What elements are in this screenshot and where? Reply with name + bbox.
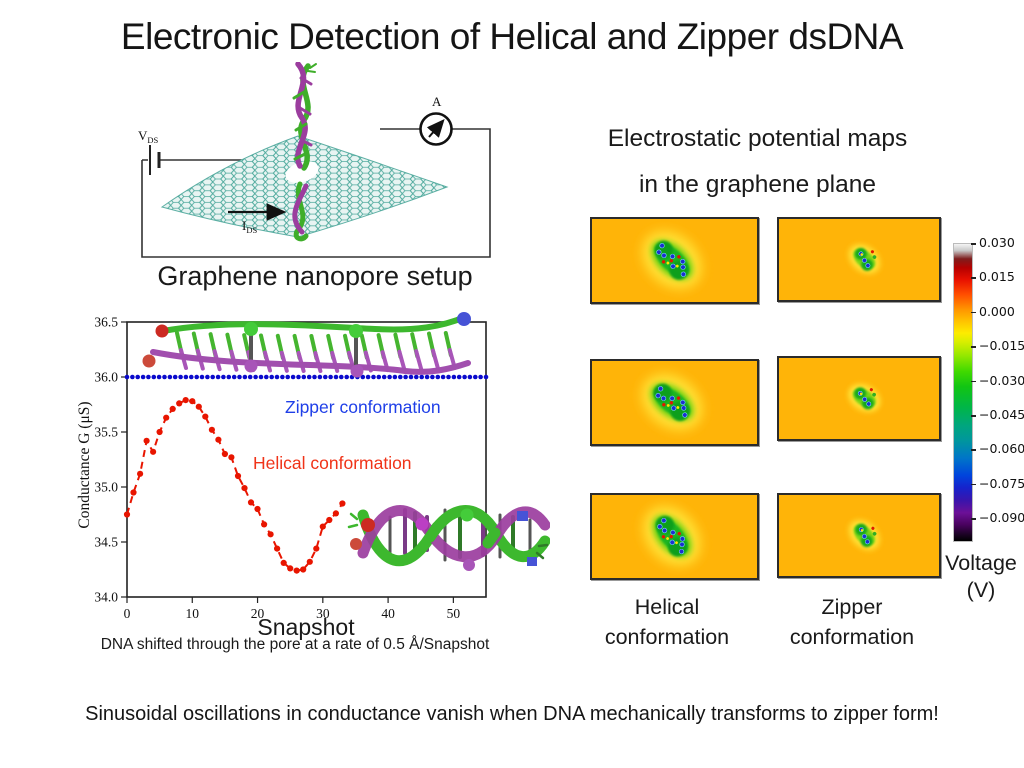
nanopore [285, 161, 319, 183]
svg-text:0: 0 [124, 606, 131, 621]
maps-title: Electrostatic potential maps in the grap… [607, 125, 908, 198]
colorbar-tick [971, 311, 976, 314]
colorbar-tick [971, 277, 976, 279]
svg-text:10: 10 [186, 606, 200, 621]
colorbar-tick-value: −0.075 [979, 475, 1024, 491]
helical-dna-illustration [347, 505, 550, 571]
potential-map-art [592, 361, 757, 444]
potential-map-art [779, 358, 939, 439]
ammeter-label: A [432, 94, 442, 109]
ids-label: IDS [242, 218, 257, 235]
potential-blob [848, 244, 881, 274]
battery-symbol [149, 145, 161, 175]
conclusion-note: Sinusoidal oscillations in conductance v… [85, 703, 939, 725]
potential-blob [641, 373, 703, 431]
chart-caption: DNA shifted through the pore at a rate o… [100, 636, 490, 653]
potential-blob [847, 383, 881, 413]
potential-map-art [592, 219, 757, 302]
conductance-chart: 0 10 20 30 40 50 34.0 34.5 35.0 35.5 36.0 36.5 [76, 312, 550, 640]
colorbar-tick [971, 380, 976, 383]
svg-text:30: 30 [316, 606, 330, 621]
colorbar-tick-value: 0.030 [979, 235, 1015, 250]
colorbar-tick [971, 449, 976, 451]
plot-series-and-ticks: 0 10 20 30 40 50 34.0 34.5 35.0 35.5 36.0 36.5 [94, 315, 489, 621]
colorbar-tick-value: −0.015 [979, 338, 1024, 354]
y-axis-label: Conductance G (μS) [76, 401, 93, 528]
colorbar-axis-label: Voltage (V) [945, 551, 1017, 602]
dna-through-pore [292, 62, 317, 242]
colorbar-tick-labels: 0.030 0.015 0.000 −0.015 −0.030 −0.045 −0.060 −… [971, 235, 1024, 543]
colorbar-tick-value: 0.015 [979, 269, 1015, 285]
legend-helical: Helical conformation [253, 453, 412, 473]
column-label-helical: Helical conformation [604, 595, 730, 649]
potential-map-art [592, 495, 757, 578]
potential-map-art [779, 219, 939, 300]
colorbar-tick [971, 346, 976, 348]
svg-text:50: 50 [447, 606, 461, 621]
column-label-zipper: Zipper conformation [789, 595, 915, 649]
colorbar-tick-value: −0.060 [979, 441, 1024, 457]
potential-blob [643, 506, 701, 566]
colorbar-tick [971, 243, 976, 245]
colorbar-tick-value: 0.000 [979, 303, 1015, 319]
svg-text:34.0: 34.0 [94, 590, 118, 605]
colorbar-tick [971, 518, 976, 520]
potential-map-zipper-row2 [777, 356, 941, 441]
svg-text:20: 20 [251, 606, 265, 621]
potential-map-zipper-row1 [777, 217, 941, 302]
svg-text:34.5: 34.5 [94, 535, 118, 550]
svg-text:36.0: 36.0 [94, 370, 118, 385]
colorbar-tick [971, 415, 976, 417]
colorbar-tick-value: −0.090 [979, 510, 1024, 526]
colorbar-tick-value: −0.030 [979, 372, 1024, 388]
potential-map-art [779, 495, 939, 576]
circuit-wiring [141, 128, 491, 258]
slide-title: Electronic Detection of Helical and Zipp… [120, 16, 904, 57]
svg-text:35.5: 35.5 [94, 425, 118, 440]
colorbar-tick-value: −0.045 [979, 407, 1024, 422]
colorbar-tick [971, 483, 976, 486]
x-axis-label: Snapshot [257, 614, 355, 640]
svg-text:40: 40 [381, 606, 395, 621]
potential-blob [642, 231, 702, 289]
vds-label: VDS [138, 128, 159, 145]
potential-blob [848, 519, 880, 551]
ammeter-symbol [419, 112, 453, 146]
voltage-colorbar [953, 243, 973, 542]
svg-text:35.0: 35.0 [94, 480, 118, 495]
legend-zipper: Zipper conformation [285, 397, 441, 417]
potential-map-helical-row3 [590, 493, 759, 580]
potential-map-helical-row2 [590, 359, 759, 446]
potential-map-helical-row1 [590, 217, 759, 304]
setup-caption: Graphene nanopore setup [157, 261, 473, 291]
potential-map-zipper-row3 [777, 493, 941, 578]
svg-text:36.5: 36.5 [94, 315, 118, 330]
zipper-dna-illustration [142, 312, 471, 378]
nanopore-setup-diagram: VDS A IDS [138, 62, 491, 258]
